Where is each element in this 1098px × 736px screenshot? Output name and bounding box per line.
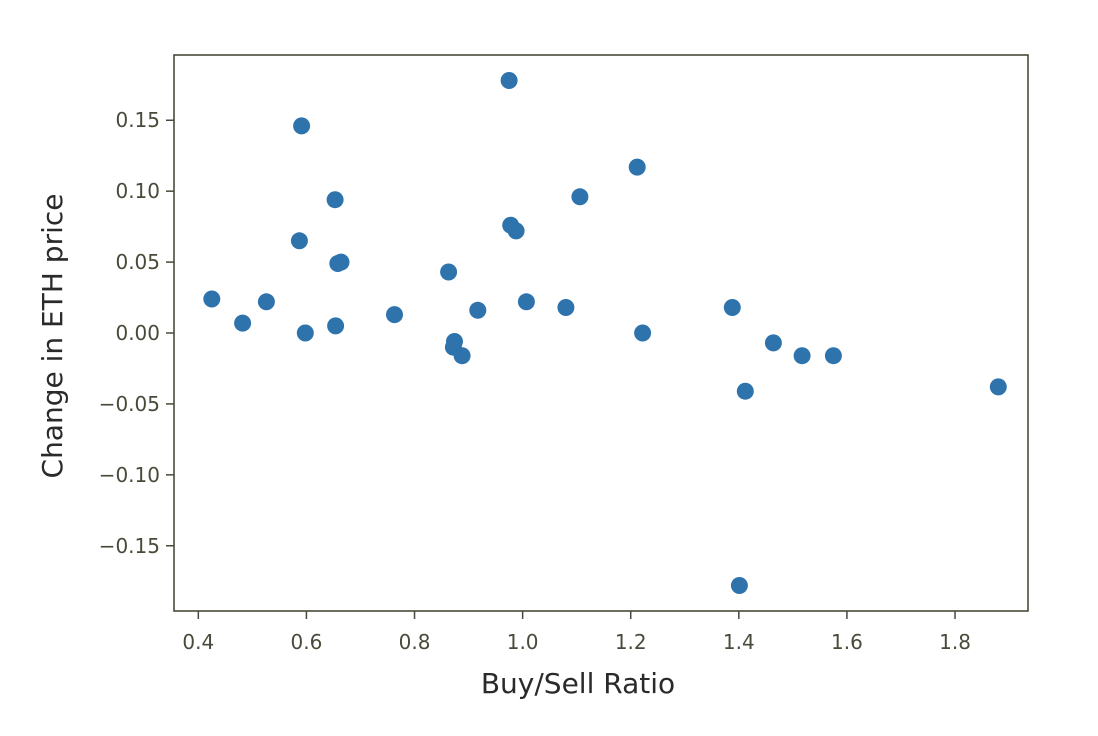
data-point	[296, 324, 314, 342]
data-point	[628, 158, 646, 176]
x-tick-label: 1.0	[507, 630, 539, 654]
data-point	[517, 293, 535, 311]
data-point	[764, 334, 782, 352]
data-point	[634, 324, 652, 342]
data-point	[730, 577, 748, 594]
x-tick-label: 0.8	[399, 630, 431, 654]
plot-area	[173, 54, 1029, 612]
y-tick-label: −0.15	[99, 534, 160, 558]
data-point	[332, 253, 350, 271]
data-point	[290, 232, 308, 250]
x-tick-label: 1.6	[831, 630, 863, 654]
x-tick-label: 1.8	[939, 630, 971, 654]
x-axis-label: Buy/Sell Ratio	[481, 667, 675, 700]
x-axis-ticks: 0.4 0.6 0.8 1.0 1.2 1.4 1.6 1.8	[182, 611, 971, 654]
data-point	[557, 299, 575, 316]
data-point	[293, 117, 311, 135]
data-point	[203, 290, 221, 308]
x-tick-label: 1.2	[615, 630, 647, 654]
data-point	[386, 306, 403, 324]
data-point	[824, 347, 842, 365]
data-point	[327, 317, 345, 335]
data-point	[446, 333, 463, 350]
data-point	[469, 301, 487, 319]
y-tick-label: −0.05	[99, 392, 160, 416]
data-point	[736, 382, 754, 400]
y-tick-label: 0.00	[115, 321, 160, 345]
data-point	[989, 378, 1007, 396]
data-point	[234, 314, 252, 332]
y-tick-label: 0.05	[115, 250, 160, 274]
data-point	[326, 191, 344, 209]
x-tick-label: 1.4	[723, 630, 755, 654]
data-points	[203, 72, 1007, 594]
x-tick-label: 0.6	[291, 630, 323, 654]
x-tick-label: 0.4	[182, 630, 214, 654]
data-point	[257, 293, 275, 311]
data-point	[793, 347, 811, 365]
y-axis-label: Change in ETH price	[36, 194, 69, 479]
data-point	[440, 263, 458, 281]
data-point	[571, 188, 589, 206]
data-point	[507, 222, 525, 240]
y-tick-label: 0.15	[115, 108, 160, 132]
data-point	[500, 72, 518, 89]
data-point	[723, 299, 741, 316]
data-point	[453, 347, 471, 365]
y-tick-label: −0.10	[99, 463, 160, 487]
y-tick-label: 0.10	[115, 179, 160, 203]
y-axis-ticks: 0.15 0.10 0.05 0.00 −0.05 −0.10 −0.15	[99, 108, 174, 558]
